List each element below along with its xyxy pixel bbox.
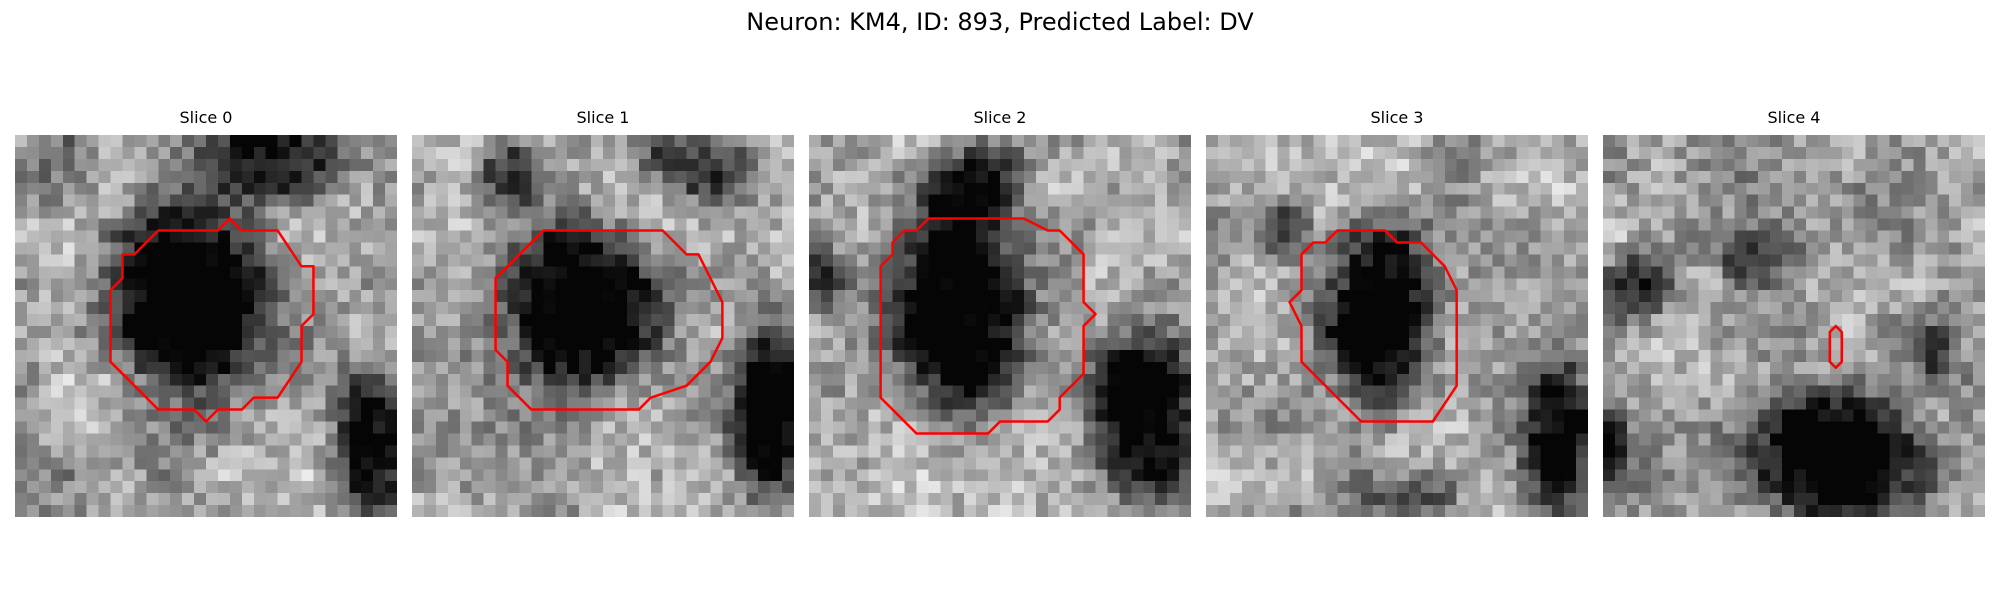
- slice-image-3: [1206, 135, 1588, 517]
- figure-title: Neuron: KM4, ID: 893, Predicted Label: D…: [746, 8, 1254, 36]
- slice-pixels: [809, 135, 1191, 517]
- slice-title-1: Slice 1: [576, 108, 630, 127]
- slice-image-0: [15, 135, 397, 517]
- segmentation-contour: [1828, 324, 1843, 370]
- slice-pixels: [412, 135, 794, 517]
- slice-pixels: [1603, 135, 1985, 517]
- slice-image-2: [809, 135, 1191, 517]
- slice-panel-0: Slice 0: [15, 0, 397, 600]
- slice-title-3: Slice 3: [1370, 108, 1424, 127]
- segmentation-contour: [109, 217, 315, 423]
- slice-pixels: [15, 135, 397, 517]
- slice-panel-2: Slice 2: [809, 0, 1191, 600]
- slice-panel-4: Slice 4: [1603, 0, 1985, 600]
- segmentation-contour: [879, 217, 1097, 435]
- slice-title-2: Slice 2: [973, 108, 1027, 127]
- slice-pixels: [1206, 135, 1588, 517]
- slice-image-4: [1603, 135, 1985, 517]
- slice-title-4: Slice 4: [1767, 108, 1821, 127]
- slice-title-0: Slice 0: [179, 108, 233, 127]
- segmentation-contour: [1288, 229, 1458, 423]
- slice-panel-3: Slice 3: [1206, 0, 1588, 600]
- segmentation-contour: [494, 229, 724, 411]
- slice-image-1: [412, 135, 794, 517]
- slice-panel-1: Slice 1: [412, 0, 794, 600]
